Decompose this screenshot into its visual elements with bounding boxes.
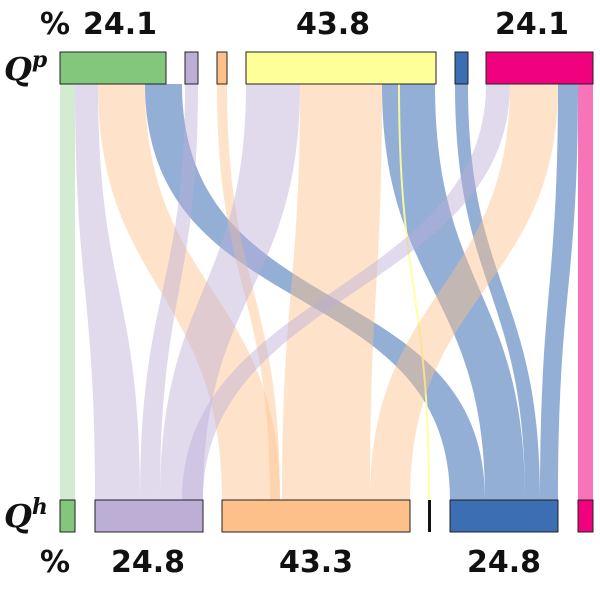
bottom-percent-sign: % (40, 545, 70, 580)
bottom-node-peach (221, 499, 411, 533)
top-row-label: Qp (4, 47, 48, 88)
bottom-node-lavender (94, 499, 204, 533)
bottom-row-superscript: h (32, 494, 48, 520)
top-value-1: 24.1 (83, 7, 157, 42)
top-labels: % 24.1 43.8 24.1 (40, 7, 569, 42)
top-node-lavender (184, 51, 199, 85)
flow-ribbons (60, 84, 593, 500)
top-value-3: 24.1 (495, 7, 569, 42)
top-node-peach (216, 51, 228, 85)
flow-yellow-lavender (160, 84, 300, 500)
flow-green-blue (145, 84, 485, 500)
flow-green-peach (98, 84, 280, 500)
flow-green-green (60, 84, 75, 500)
bottom-node-blue (449, 499, 559, 533)
top-row-symbol: Q (4, 50, 32, 88)
flow-lavender-lavender (140, 84, 198, 500)
flow-magenta-lavender (182, 84, 510, 500)
flow-magenta-peach (370, 84, 558, 500)
bottom-value-3: 24.8 (467, 545, 541, 580)
flow-yellow-black (398, 84, 430, 500)
bottom-row-label: Qh (4, 494, 48, 535)
top-node-green (59, 51, 167, 85)
bottom-node-black (428, 500, 431, 532)
top-percent-sign: % (40, 7, 70, 42)
row-symbols: Qp Qh (4, 47, 48, 535)
top-node-blue (454, 51, 469, 85)
bottom-node-magenta (577, 499, 594, 533)
bottom-row-symbol: Q (4, 497, 32, 535)
top-value-2: 43.8 (296, 7, 370, 42)
flow-yellow-blue (382, 84, 525, 500)
flow-green-lavender (75, 84, 140, 500)
top-row-superscript: p (32, 47, 48, 73)
flow-magenta-magenta (578, 84, 593, 500)
bottom-node-green (59, 499, 76, 533)
flow-peach-peach (217, 84, 280, 500)
top-node-magenta (485, 51, 594, 85)
bottom-row-nodes (59, 499, 594, 533)
bottom-value-1: 24.8 (111, 545, 185, 580)
bottom-labels: % 24.8 43.3 24.8 (40, 545, 541, 580)
top-row-nodes (59, 51, 594, 85)
flow-blue-blue (455, 84, 540, 500)
top-node-yellow (245, 51, 437, 85)
flow-yellow-peach (282, 84, 382, 500)
flow-magenta-blue (540, 84, 578, 500)
bottom-value-2: 43.3 (279, 545, 353, 580)
